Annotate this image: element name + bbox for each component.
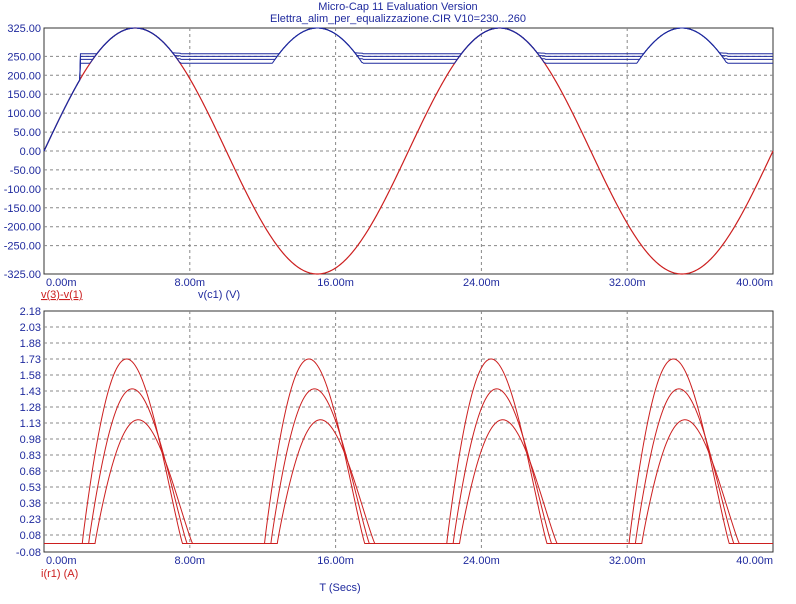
current-panel-x-tick-label: 40.00m [736,555,773,567]
current-panel-y-tick-label: 0.68 [20,466,41,478]
x-axis-label: T (Secs) [319,582,360,594]
current-panel-y-tick-label: 0.98 [20,434,41,446]
current-panel-y-tick-label: 1.73 [20,354,41,366]
voltage-panel-y-tick-label: -325.00 [4,269,41,281]
trace-label-current: i(r1) (A) [41,568,78,580]
voltage-panel-y-tick-label: -250.00 [4,241,41,253]
voltage-panel-x-tick-label: 8.00m [175,277,206,289]
voltage-panel-y-tick-label: 200.00 [7,70,41,82]
current-panel-frame [43,310,774,553]
voltage-panel-y-tick-label: 0.00 [20,146,41,158]
current-panel-x-tick-label: 8.00m [175,555,206,567]
voltage-panel-y-tick-label: -150.00 [4,203,41,215]
current-panel-x-tick-label: 24.00m [463,555,500,567]
current-panel-y-tick-label: -0.08 [16,547,41,559]
voltage-panel-y-tick-label: 325.00 [7,23,41,35]
current-panel-x-tick-label: 32.00m [609,555,646,567]
voltage-panel-x-tick-label: 32.00m [609,277,646,289]
current-panel-y-tick-label: 1.13 [20,418,41,430]
current-panel-y-tick-label: 1.88 [20,338,41,350]
voltage-panel-x-tick-label: 16.00m [317,277,354,289]
current-trace [44,388,773,544]
voltage-panel-y-tick-label: 50.00 [13,127,41,139]
current-panel-y-tick-label: 2.03 [20,322,41,334]
voltage-panel-y-tick-label: -50.00 [10,165,41,177]
trace-label-source-voltage: v(3)-v(1) [41,289,83,301]
current-panel-y-tick-label: 1.43 [20,386,41,398]
current-panel-x-tick-label: 0.00m [46,555,77,567]
voltage-panel-x-tick-label: 24.00m [463,277,500,289]
current-panel-y-tick-label: 0.38 [20,498,41,510]
current-panel-y-tick-label: 0.53 [20,482,41,494]
current-panel-y-tick-label: 0.83 [20,450,41,462]
voltage-panel-y-tick-label: 100.00 [7,108,41,120]
current-panel-y-tick-label: 0.08 [20,530,41,542]
chart-title: Micro-Cap 11 Evaluation Version [318,1,478,13]
voltage-panel-y-tick-label: -200.00 [4,222,41,234]
voltage-panel-x-tick-label: 40.00m [736,277,773,289]
capacitor-voltage-trace [43,27,773,152]
current-trace [44,419,773,544]
current-panel-y-tick-label: 1.28 [20,402,41,414]
trace-label-capacitor-voltage: v(c1) (V) [198,289,240,301]
current-panel-x-tick-label: 16.00m [317,555,354,567]
current-panel-y-tick-label: 1.58 [20,370,41,382]
voltage-panel-y-tick-label: -100.00 [4,184,41,196]
voltage-panel-x-tick-label: 0.00m [46,277,77,289]
chart-subtitle: Elettra_alim_per_equalizzazione.CIR V10=… [270,13,526,25]
current-panel-y-tick-label: 0.23 [20,514,41,526]
voltage-panel-y-tick-label: 250.00 [7,51,41,63]
current-panel-y-tick-label: 2.18 [20,306,41,318]
voltage-panel-y-tick-label: 150.00 [7,89,41,101]
